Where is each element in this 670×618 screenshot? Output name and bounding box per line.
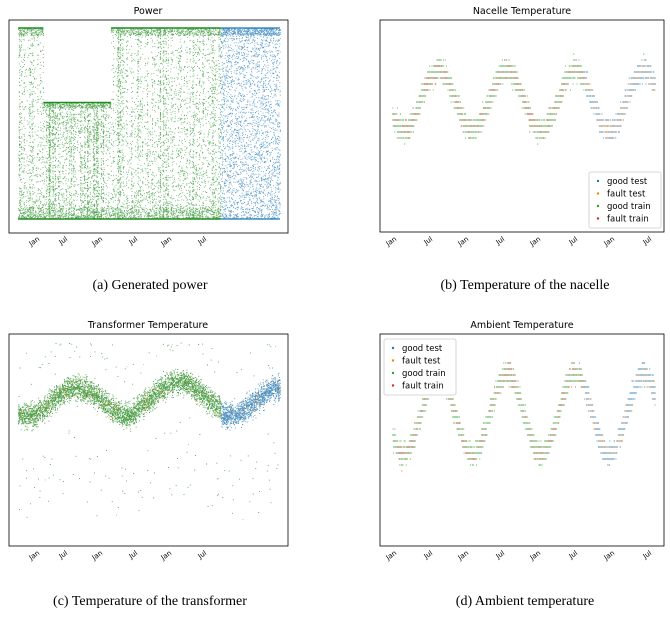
x-tick-label: Jan	[27, 549, 41, 562]
transformer-train-points	[18, 342, 222, 518]
legend-marker	[391, 346, 395, 350]
x-tick-label: Jan	[602, 549, 616, 562]
x-tick-labels: Jan Jul Jan Jul Jan Jul	[27, 549, 208, 562]
caption-a: (a) Generated power	[92, 278, 208, 293]
x-tick-label: Jan	[384, 549, 398, 562]
x-tick-label: Jul	[567, 549, 579, 561]
transformer-test-points	[220, 344, 281, 514]
ambient-chart: Ambient Temperature Jan Jul Jan Jul Jan Jul Ja…	[379, 320, 665, 562]
x-tick-label: Jan	[159, 549, 173, 562]
x-tick-label: Jul	[641, 549, 653, 561]
nacelle-chart: Nacelle Temperature Jan Jul Jan Jul Jan Jul Ja…	[379, 6, 665, 248]
x-tick-label: Jul	[57, 235, 69, 247]
legend-label: fault train	[402, 382, 444, 392]
x-tick-label: Jan	[90, 549, 104, 562]
x-tick-label: Jan	[456, 235, 470, 248]
caption-c: (c) Temperature of the transformer	[53, 594, 247, 609]
plot-frame	[8, 19, 289, 234]
chart-title: Ambient Temperature	[470, 320, 573, 331]
legend-label: good test	[607, 177, 648, 187]
x-tick-label: Jan	[27, 235, 41, 248]
x-tick-label: Jan	[528, 235, 542, 248]
legend-label: fault test	[607, 190, 646, 200]
legend-box	[588, 171, 662, 229]
scatter-points	[392, 53, 656, 145]
x-tick-labels: Jan Jul Jan Jul Jan Jul Jan Jul	[384, 549, 653, 562]
power-train-points	[18, 27, 222, 220]
plot-frame	[379, 19, 665, 233]
x-tick-label: Jan	[384, 235, 398, 248]
legend-box	[383, 338, 457, 396]
fault-train-points	[393, 59, 585, 145]
x-tick-label: Jul	[567, 235, 579, 247]
x-tick-label: Jul	[494, 235, 506, 247]
chart-title: Transformer Temperature	[87, 320, 208, 331]
legend-marker	[596, 192, 600, 195]
x-tick-labels: Jan Jul Jan Jul Jan Jul	[27, 235, 208, 248]
power-chart: Power Jan Jul Jan Jul Jan Jul	[8, 6, 289, 248]
legend-marker	[391, 359, 395, 362]
x-tick-label: Jul	[196, 549, 208, 561]
power-test-points	[220, 27, 281, 220]
transformer-chart: Transformer Temperature Jan Jul Jan Jul Jan J…	[8, 320, 289, 562]
scatter-points	[18, 27, 281, 220]
x-tick-label: Jul	[494, 549, 506, 561]
good-train-points	[392, 53, 585, 145]
x-tick-label: Jul	[127, 235, 139, 247]
x-tick-label: Jan	[602, 235, 616, 248]
legend-label: good test	[402, 344, 443, 354]
fault-test-points	[584, 368, 656, 454]
x-tick-label: Jul	[57, 549, 69, 561]
legend-marker	[391, 384, 395, 387]
x-tick-label: Jan	[528, 549, 542, 562]
good-test-points	[583, 362, 656, 466]
chart-title: Power	[134, 6, 163, 17]
caption-b: (b) Temperature of the nacelle	[440, 278, 610, 293]
legend-marker	[391, 371, 395, 375]
legend-label: good train	[607, 202, 651, 212]
plot-frame	[379, 333, 665, 547]
x-tick-label: Jul	[422, 549, 434, 561]
caption-d: (d) Ambient temperature	[455, 594, 595, 609]
x-tick-label: Jan	[159, 235, 173, 248]
transformer-fault-points	[20, 344, 281, 521]
legend-marker	[596, 179, 600, 183]
x-tick-label: Jul	[127, 549, 139, 561]
legend-label: fault train	[607, 215, 649, 225]
x-tick-labels: Jan Jul Jan Jul Jan Jul Jan Jul	[384, 235, 653, 248]
scatter-points	[18, 342, 281, 521]
chart-legend: good test fault test good train fault train	[383, 338, 457, 396]
plot-frame	[8, 333, 289, 547]
x-tick-label: Jul	[422, 235, 434, 247]
x-tick-label: Jan	[456, 549, 470, 562]
x-tick-label: Jul	[641, 235, 653, 247]
legend-marker	[596, 217, 600, 220]
legend-marker	[596, 204, 600, 208]
x-tick-label: Jul	[196, 235, 208, 247]
chart-title: Nacelle Temperature	[473, 6, 571, 17]
legend-label: fault test	[402, 357, 441, 367]
chart-legend: good test fault test good train fault train	[588, 171, 662, 229]
legend-label: good train	[402, 369, 446, 379]
x-tick-label: Jan	[90, 235, 104, 248]
